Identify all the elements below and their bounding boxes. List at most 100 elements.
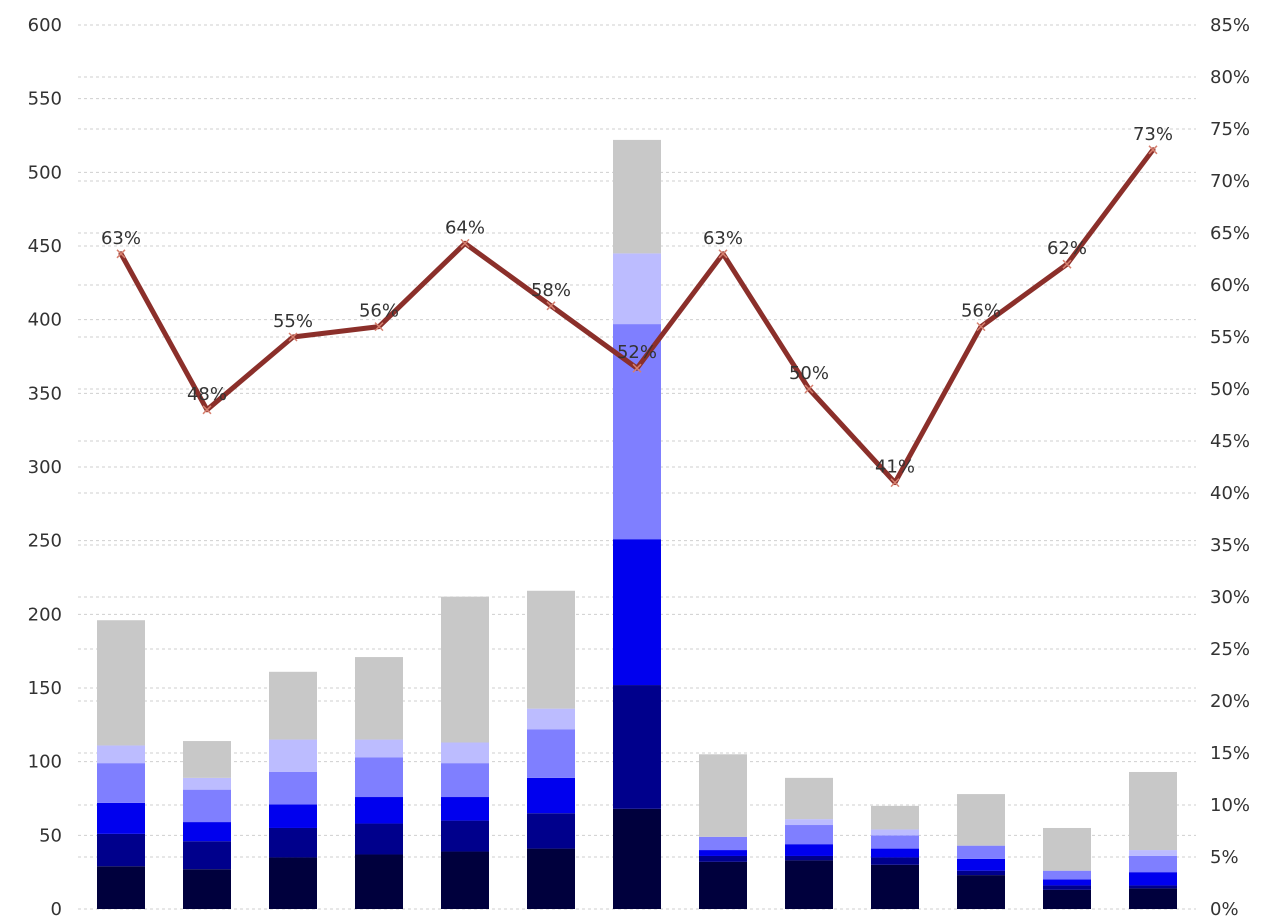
bar-segment-11-3 — [1043, 870, 1091, 880]
bar-segment-7-2 — [699, 850, 747, 856]
right-tick-label-1: 5% — [1210, 847, 1239, 868]
line-point-11 — [1062, 259, 1072, 269]
bar-segment-0-2 — [97, 802, 145, 834]
bar-segment-8-5 — [785, 777, 833, 820]
bar-segment-9-1 — [871, 857, 919, 865]
bar-segment-4-1 — [441, 820, 489, 852]
data-labels: 63% 48% 55% 56% 64% 58% 52% 63% 50% 41% 56% 62% 73% — [101, 124, 1173, 478]
bar-segment-4-4 — [441, 742, 489, 764]
data-label-5: 58% — [531, 280, 571, 301]
bar-segment-6-3 — [613, 324, 661, 540]
bar-segment-12-1 — [1129, 885, 1177, 889]
bar-segment-3-4 — [355, 739, 403, 758]
line-marker-b-3 — [374, 322, 384, 332]
left-tick-label-1: 50 — [39, 825, 62, 846]
line-point-2 — [288, 332, 298, 342]
line-point-12 — [1148, 145, 1158, 155]
left-tick-label-8: 400 — [28, 310, 62, 331]
data-label-3: 56% — [359, 301, 399, 322]
bar-segment-3-0 — [355, 854, 403, 909]
line-point-10 — [976, 322, 986, 332]
bar-segment-1-3 — [183, 789, 231, 823]
bar-segment-8-4 — [785, 819, 833, 826]
line-marker-b-5 — [546, 301, 556, 311]
data-label-1: 48% — [187, 384, 227, 405]
bar-segment-5-0 — [527, 848, 575, 909]
bar-segment-12-2 — [1129, 872, 1177, 886]
left-tick-label-3: 150 — [28, 678, 62, 699]
line-marker-b-1 — [202, 405, 212, 415]
right-tick-label-17: 85% — [1210, 15, 1250, 36]
bar-segment-11-5 — [1043, 827, 1091, 871]
right-tick-label-13: 65% — [1210, 223, 1250, 244]
bar-segment-0-3 — [97, 763, 145, 803]
left-tick-label-2: 100 — [28, 752, 62, 773]
line-point-4 — [460, 238, 470, 248]
right-tick-label-6: 30% — [1210, 587, 1250, 608]
bar-segment-2-3 — [269, 771, 317, 805]
bar-segment-1-0 — [183, 869, 231, 909]
bar-segment-8-3 — [785, 825, 833, 845]
bar-segment-7-3 — [699, 836, 747, 851]
left-tick-label-0: 0 — [51, 899, 62, 920]
bar-segment-4-2 — [441, 797, 489, 821]
bar-segment-10-5 — [957, 794, 1005, 846]
line-marker-b-6 — [632, 363, 642, 373]
data-label-7: 63% — [703, 228, 743, 249]
bar-segment-12-0 — [1129, 888, 1177, 909]
bar-segment-4-5 — [441, 596, 489, 743]
line-point-7 — [718, 249, 728, 259]
left-tick-label-10: 500 — [28, 162, 62, 183]
bar-segment-6-2 — [613, 539, 661, 686]
line-point-5 — [546, 301, 556, 311]
bar-segment-11-0 — [1043, 889, 1091, 909]
data-label-9: 41% — [875, 457, 915, 478]
line-marker-b-11 — [1062, 259, 1072, 269]
bar-segment-11-1 — [1043, 885, 1091, 890]
line-point-3 — [374, 322, 384, 332]
bar-series — [97, 139, 1177, 909]
bar-segment-6-4 — [613, 253, 661, 325]
data-label-12: 73% — [1133, 124, 1173, 145]
bar-segment-3-5 — [355, 657, 403, 740]
bar-segment-0-1 — [97, 833, 145, 867]
bar-segment-5-2 — [527, 777, 575, 814]
bar-segment-10-0 — [957, 875, 1005, 909]
bar-segment-8-1 — [785, 855, 833, 861]
line-marker-b-8 — [804, 384, 814, 394]
bar-segment-1-5 — [183, 741, 231, 778]
bar-segment-1-4 — [183, 777, 231, 790]
bar-segment-8-2 — [785, 844, 833, 856]
line-series — [116, 145, 1158, 488]
bar-segment-5-3 — [527, 729, 575, 778]
bar-segment-4-0 — [441, 851, 489, 909]
bar-segment-0-5 — [97, 620, 145, 746]
data-label-2: 55% — [273, 311, 313, 332]
left-axis: 0 50 100 150 200 250 300 350 400 450 500 550 600 — [28, 15, 62, 920]
bar-segment-10-1 — [957, 870, 1005, 876]
bar-segment-7-0 — [699, 861, 747, 909]
line-marker-b-9 — [890, 478, 900, 488]
right-tick-label-2: 10% — [1210, 795, 1250, 816]
bar-segment-3-2 — [355, 797, 403, 824]
bar-segment-0-0 — [97, 866, 145, 909]
bar-segment-5-1 — [527, 813, 575, 849]
bar-segment-12-4 — [1129, 850, 1177, 856]
right-tick-label-14: 70% — [1210, 171, 1250, 192]
line-marker-b-7 — [718, 249, 728, 259]
bar-segment-5-5 — [527, 590, 575, 709]
right-tick-label-9: 45% — [1210, 431, 1250, 452]
right-tick-label-11: 55% — [1210, 327, 1250, 348]
bar-segment-4-3 — [441, 763, 489, 798]
bar-segment-1-1 — [183, 841, 231, 870]
bar-segment-0-4 — [97, 745, 145, 764]
right-tick-label-7: 35% — [1210, 535, 1250, 556]
bar-segment-12-3 — [1129, 855, 1177, 873]
bar-segment-2-2 — [269, 804, 317, 828]
left-tick-label-7: 350 — [28, 383, 62, 404]
left-tick-label-9: 450 — [28, 236, 62, 257]
line-point-8 — [804, 384, 814, 394]
right-tick-label-15: 75% — [1210, 119, 1250, 140]
bar-segment-3-3 — [355, 757, 403, 798]
bar-segment-6-5 — [613, 139, 661, 254]
